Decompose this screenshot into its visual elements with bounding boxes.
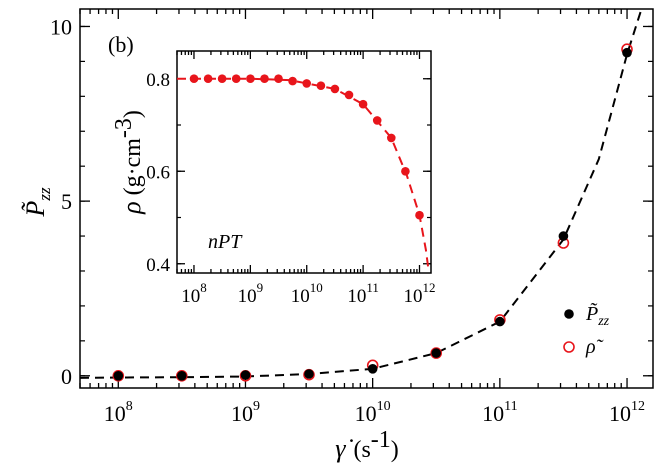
data-point-density — [415, 210, 424, 220]
y-tick-label: 0 — [61, 364, 72, 389]
data-point-density — [274, 74, 283, 83]
y-tick-label: 0.4 — [146, 255, 170, 276]
data-point-density — [260, 74, 269, 83]
data-point-density — [217, 74, 227, 83]
x-tick-label: 109 — [231, 399, 260, 426]
main-y-ticks: 0 5 10 — [50, 14, 653, 389]
data-point-Pzz — [367, 364, 378, 374]
data-point-Pzz — [558, 231, 569, 241]
inset-fit-curve — [177, 77, 430, 271]
data-point-density — [330, 84, 340, 94]
main-y-axis-title: P̃zz — [21, 187, 54, 218]
data-point-density — [231, 74, 241, 83]
inset-data-points — [189, 74, 424, 220]
legend-marker-rho — [563, 341, 575, 353]
x-tick-label: 1012 — [403, 280, 435, 307]
main-data-points — [112, 43, 633, 382]
y-tick-label: 0.6 — [146, 162, 170, 183]
legend-label-pzz: P̃zz — [585, 302, 610, 329]
y-tick-label: 0.8 — [146, 70, 170, 91]
data-point-density — [358, 99, 368, 109]
data-point-density — [344, 90, 354, 100]
inset-x-ticks: 108 109 1010 1011 1012 — [176, 51, 435, 307]
inset-annotation: nPT — [208, 231, 243, 253]
data-point-density — [387, 133, 396, 143]
inset-background — [177, 51, 431, 273]
main-x-ticks: 108 109 1010 1011 1012 — [79, 9, 645, 426]
panel-label: (b) — [108, 32, 134, 57]
x-tick-label: 1010 — [355, 399, 391, 426]
y-tick-label: 10 — [50, 14, 72, 39]
data-point-density — [372, 116, 382, 125]
x-tick-label: 1012 — [609, 399, 645, 426]
data-point-density — [401, 167, 410, 176]
data-point-Pzz — [304, 369, 314, 379]
data-point-density — [189, 74, 199, 83]
data-point-density — [316, 81, 326, 90]
data-point-Pzz — [622, 47, 632, 58]
inset-y-axis-title: ρ(g·cm-3) — [111, 110, 146, 215]
x-tick-label: 108 — [104, 399, 133, 426]
x-tick-label: 1010 — [291, 280, 323, 307]
y-tick-label: 5 — [61, 189, 72, 214]
x-tick-label: 1011 — [482, 399, 517, 426]
x-tick-label: 109 — [238, 280, 264, 307]
data-point-density — [302, 79, 312, 88]
data-point-rho — [112, 369, 125, 382]
inset-y-ticks: 0.4 0.6 0.8 — [146, 70, 431, 276]
data-point-Pzz — [113, 371, 124, 381]
data-point-density — [246, 74, 255, 83]
data-point-density — [288, 76, 297, 86]
data-point-rho — [430, 347, 443, 359]
data-point-Pzz — [240, 370, 251, 380]
x-tick-label: 1011 — [347, 280, 379, 307]
inset-chart: 0.4 0.6 0.8 108 109 1010 1011 1012 nPT ρ(g·cm-… — [111, 50, 435, 307]
x-tick-label: 108 — [181, 280, 207, 307]
legend-marker-pzz — [564, 309, 574, 319]
data-point-Pzz — [495, 316, 505, 327]
data-point-Pzz — [177, 371, 187, 381]
data-point-density — [203, 74, 213, 83]
data-point-Pzz — [431, 348, 442, 358]
data-point-rho — [176, 369, 188, 382]
